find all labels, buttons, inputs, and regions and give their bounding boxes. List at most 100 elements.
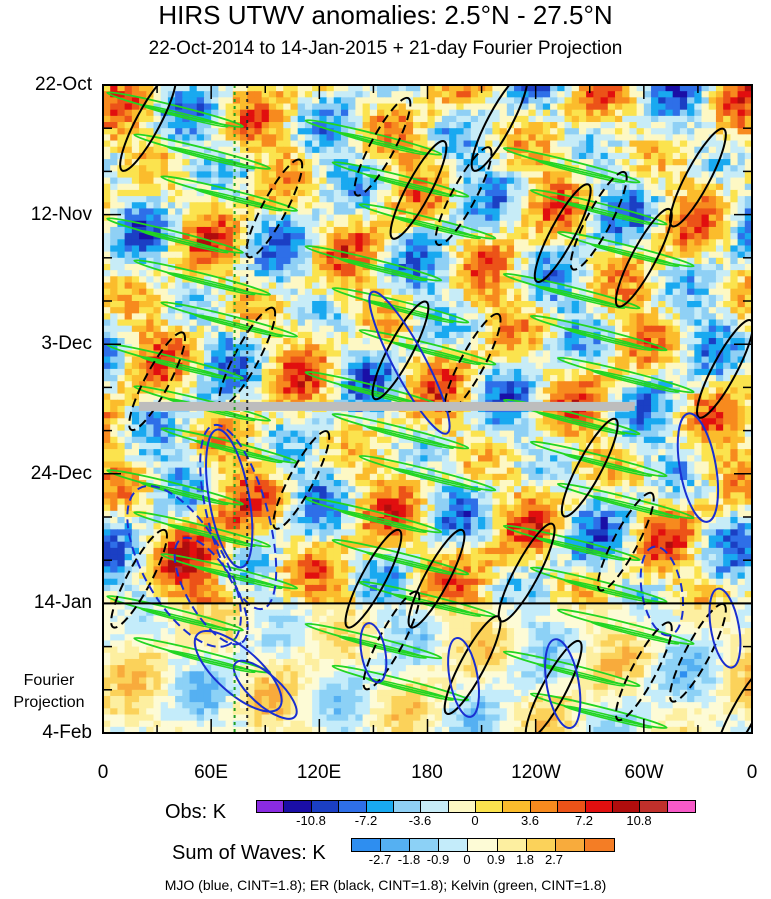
field-cell — [665, 418, 674, 426]
field-cell — [672, 152, 681, 160]
field-cell — [672, 140, 681, 148]
field-cell — [643, 276, 652, 284]
field-cell — [225, 183, 234, 191]
field-cell — [117, 109, 126, 117]
field-cell — [708, 387, 717, 395]
field-cell — [665, 307, 674, 314]
field-cell — [463, 122, 472, 129]
field-cell — [189, 424, 198, 432]
field-cell — [110, 405, 119, 413]
field-cell — [499, 350, 508, 358]
field-cell — [276, 220, 284, 228]
field-cell — [167, 239, 176, 247]
field-cell — [477, 331, 486, 339]
field-cell — [557, 375, 566, 382]
field-cell — [304, 288, 313, 296]
field-cell — [441, 338, 450, 345]
field-cell — [139, 245, 147, 253]
field-cell — [658, 307, 667, 314]
field-cell — [434, 356, 443, 364]
field-cell — [131, 208, 140, 216]
field-cell — [124, 393, 133, 401]
field-cell — [290, 208, 299, 216]
field-cell — [160, 202, 169, 210]
field-cell — [405, 282, 414, 290]
field-cell — [146, 177, 155, 185]
field-cell — [203, 387, 212, 395]
field-cell — [232, 103, 241, 111]
field-cell — [449, 294, 457, 302]
field-cell — [506, 109, 515, 117]
field-cell — [355, 313, 364, 321]
field-cell — [139, 424, 147, 432]
field-cell — [290, 288, 299, 296]
field-cell — [319, 220, 328, 228]
field-cell — [117, 115, 126, 123]
field-cell — [449, 91, 457, 98]
field-cell — [665, 85, 674, 92]
field-cell — [326, 319, 335, 327]
field-cell — [427, 183, 436, 191]
field-cell — [427, 226, 436, 234]
field-cell — [398, 344, 407, 351]
field-cell — [492, 226, 501, 234]
field-cell — [550, 276, 558, 284]
field-cell — [521, 233, 530, 240]
field-cell — [139, 381, 147, 388]
field-cell — [521, 313, 530, 321]
field-cell — [514, 282, 522, 290]
field-cell — [636, 128, 645, 135]
field-cell — [297, 189, 306, 197]
field-cell — [362, 313, 371, 321]
field-cell — [514, 344, 522, 351]
field-cell — [499, 313, 508, 321]
field-cell — [232, 202, 241, 210]
field-cell — [463, 189, 472, 197]
field-cell — [679, 356, 688, 364]
field-cell — [225, 245, 234, 253]
field-cell — [614, 97, 623, 105]
field-cell — [672, 109, 681, 117]
field-cell — [679, 418, 688, 426]
field-cell — [434, 85, 443, 92]
field-cell — [110, 109, 119, 117]
field-cell — [225, 214, 234, 222]
field-cell — [679, 338, 688, 345]
field-cell — [211, 313, 219, 321]
field-cell — [261, 171, 270, 179]
field-cell — [658, 282, 667, 290]
field-cell — [398, 220, 407, 228]
field-cell — [651, 85, 659, 92]
field-cell — [189, 202, 198, 210]
field-cell — [679, 399, 688, 407]
field-cell — [384, 165, 393, 172]
field-cell — [658, 288, 667, 296]
field-cell — [593, 251, 602, 259]
field-cell — [492, 270, 501, 277]
field-cell — [326, 387, 335, 395]
field-cell — [723, 251, 731, 259]
field-cell — [297, 270, 306, 277]
field-cell — [499, 288, 508, 296]
field-cell — [600, 177, 609, 185]
field-cell — [283, 146, 292, 154]
field-cell — [528, 159, 537, 166]
field-cell — [723, 362, 731, 370]
field-cell — [240, 226, 248, 234]
field-cell — [636, 183, 645, 191]
field-cell — [355, 245, 364, 253]
field-cell — [110, 171, 119, 179]
field-cell — [297, 313, 306, 321]
field-cell — [276, 85, 284, 92]
field-cell — [636, 109, 645, 117]
field-cell — [427, 393, 436, 401]
field-cell — [312, 189, 320, 197]
field-cell — [607, 103, 616, 111]
field-cell — [355, 350, 364, 358]
field-cell — [715, 418, 724, 426]
field-cell — [203, 263, 212, 271]
field-cell — [456, 313, 465, 321]
field-cell — [355, 177, 364, 185]
field-cell — [196, 375, 205, 382]
field-cell — [463, 109, 472, 117]
